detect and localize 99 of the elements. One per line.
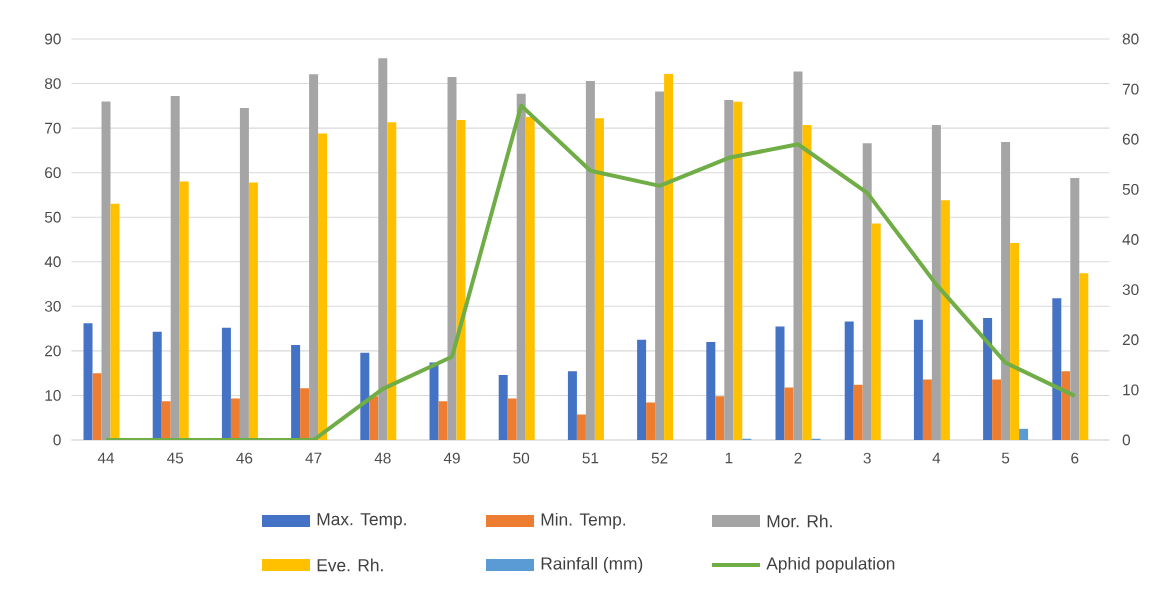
legend-label: Aphid population — [766, 556, 895, 574]
bar — [585, 80, 595, 440]
bar — [802, 125, 812, 440]
bar — [1019, 428, 1029, 440]
bar — [438, 401, 448, 440]
y2-tick-label: 80 — [1122, 33, 1139, 45]
bar — [239, 108, 249, 440]
bar — [853, 384, 863, 440]
bar — [378, 58, 388, 440]
bar — [309, 74, 319, 440]
bar — [230, 398, 240, 440]
bar — [844, 321, 854, 440]
bar — [360, 352, 370, 440]
y2-tick-label: 50 — [1122, 183, 1139, 195]
bar — [1070, 178, 1080, 440]
x-tick-label: 2 — [794, 452, 802, 464]
bar — [1010, 243, 1020, 440]
y-tick-label: 90 — [45, 33, 61, 45]
bar — [940, 200, 950, 440]
y-tick-label: 30 — [44, 300, 61, 312]
x-tick-label: 45 — [167, 452, 184, 464]
bar — [101, 101, 111, 440]
x-tick-label: 46 — [236, 452, 253, 464]
legend-label: Max. Temp. — [317, 513, 406, 529]
bar — [170, 96, 180, 440]
y-tick-label: 10 — [45, 390, 61, 401]
x-tick-label: 3 — [863, 452, 871, 464]
bar — [715, 396, 725, 440]
y-tick-label: 50 — [44, 211, 61, 223]
bar — [387, 122, 397, 440]
bar — [525, 116, 535, 440]
bar — [152, 331, 162, 440]
x-tick-label: 48 — [374, 452, 391, 464]
bar — [862, 143, 872, 440]
legend-label: Min. Temp. — [541, 512, 626, 530]
bar — [913, 319, 923, 440]
bar — [318, 133, 328, 440]
bar — [922, 379, 932, 440]
x-tick-label: 1 — [725, 452, 733, 464]
bar — [507, 398, 517, 440]
y-tick-label: 40 — [44, 256, 61, 268]
bar — [1079, 273, 1089, 440]
bar — [724, 100, 734, 440]
y2-tick-label: 20 — [1122, 334, 1139, 346]
bar — [983, 317, 993, 440]
bar — [161, 401, 171, 440]
bar — [567, 371, 577, 440]
bar — [655, 91, 665, 440]
legend-label: Eve. Rh. — [317, 558, 383, 572]
bar — [664, 73, 674, 440]
bar — [179, 181, 189, 440]
y-tick-label: 70 — [45, 122, 61, 134]
y2-tick-label: 30 — [1122, 284, 1139, 296]
x-tick-label: 52 — [651, 452, 668, 464]
y2-tick-label: 10 — [1123, 384, 1139, 396]
y2-tick-label: 60 — [1122, 133, 1139, 145]
bar — [637, 339, 647, 440]
y-tick-label: 0 — [53, 434, 61, 446]
bar — [92, 373, 102, 440]
bar — [429, 362, 439, 440]
y-tick-label: 80 — [44, 78, 61, 89]
y-tick-label: 20 — [45, 345, 61, 357]
x-tick-label: 50 — [513, 452, 530, 464]
legend-label: Mor. Rh. — [767, 514, 832, 528]
bar — [931, 125, 941, 440]
bar — [83, 323, 93, 440]
bar — [1001, 141, 1011, 440]
y2-tick-label: 0 — [1122, 434, 1131, 446]
bar — [300, 388, 310, 440]
legend-label: Rainfall (mm) — [541, 556, 643, 574]
bar — [594, 118, 604, 440]
bar — [992, 379, 1002, 440]
bar — [369, 396, 379, 440]
x-tick-label: 5 — [1001, 452, 1010, 464]
x-tick-label: 47 — [305, 452, 322, 464]
x-tick-label: 6 — [1071, 452, 1079, 464]
bar — [1052, 298, 1062, 440]
x-tick-label: 49 — [443, 452, 460, 464]
y2-tick-label: 70 — [1122, 83, 1139, 95]
bar — [576, 414, 586, 440]
bar — [1061, 371, 1071, 440]
bar — [775, 326, 785, 440]
bar — [733, 101, 743, 440]
x-tick-label: 4 — [932, 452, 941, 464]
bar — [291, 345, 301, 440]
bar — [447, 76, 457, 440]
y2-tick-label: 40 — [1122, 234, 1139, 245]
y-tick-label: 60 — [45, 167, 61, 179]
x-tick-label: 51 — [582, 452, 599, 464]
bar — [110, 203, 120, 440]
x-tick-label: 44 — [97, 452, 115, 464]
bar — [516, 93, 526, 440]
bar — [498, 374, 508, 440]
bar — [221, 327, 231, 440]
bar — [248, 182, 258, 440]
bar — [706, 341, 716, 440]
bar — [784, 387, 794, 440]
bar — [871, 223, 881, 440]
bar — [646, 402, 656, 440]
